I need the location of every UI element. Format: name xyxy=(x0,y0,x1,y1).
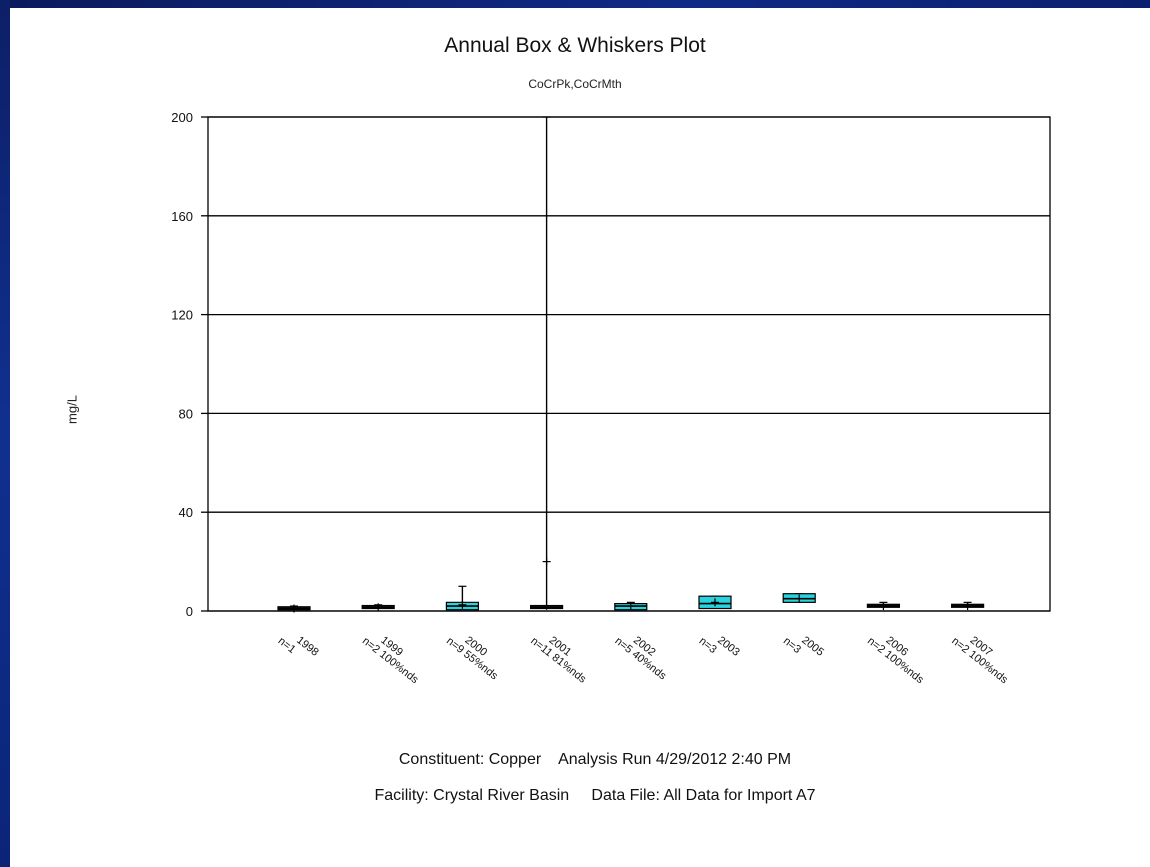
chart-title: Annual Box & Whiskers Plot xyxy=(444,34,706,57)
y-tick-label-0: 0 xyxy=(186,604,193,619)
x-tick-note-2003: n=3 xyxy=(697,635,719,656)
footer-constituent-line: Constituent: Copper Analysis Run 4/29/20… xyxy=(398,751,792,768)
plot-area-border xyxy=(207,116,1051,612)
y-tick-label-200: 200 xyxy=(171,110,193,125)
y-tick-label-80: 80 xyxy=(179,406,193,421)
x-tick-year-1998: 1998 xyxy=(294,634,321,659)
x-tick-year-2005: 2005 xyxy=(799,634,826,659)
y-tick-label-120: 120 xyxy=(171,308,193,323)
chart-subtitle: CoCrPk,CoCrMth xyxy=(528,77,622,91)
footer-facility-line: Facility: Crystal River Basin Data File:… xyxy=(374,787,816,804)
x-tick-year-2003: 2003 xyxy=(715,634,742,659)
x-tick-note-2005: n=3 xyxy=(781,635,803,656)
x-tick-note-1998: n=1 xyxy=(276,635,298,656)
window-frame-top xyxy=(0,0,1150,8)
window-frame-left xyxy=(0,0,10,867)
y-tick-label-160: 160 xyxy=(171,209,193,224)
y-tick-label-40: 40 xyxy=(179,505,193,520)
